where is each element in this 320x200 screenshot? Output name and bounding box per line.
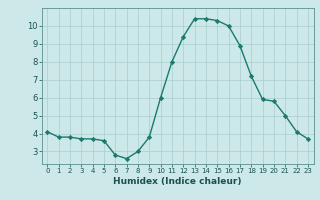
X-axis label: Humidex (Indice chaleur): Humidex (Indice chaleur) [113,177,242,186]
